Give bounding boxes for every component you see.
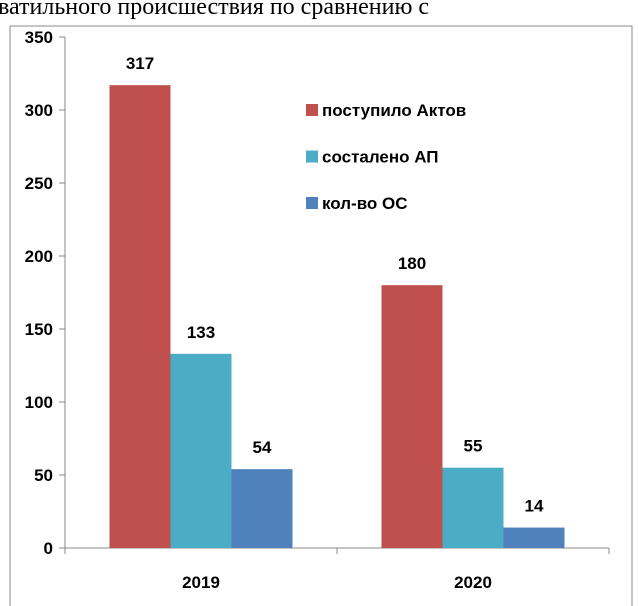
legend-swatch [306,197,318,209]
bar [442,467,504,548]
bar [109,85,171,549]
bar [170,353,232,548]
y-tick-label: 0 [44,539,53,558]
bar [381,285,443,548]
y-tick-label: 250 [25,174,53,193]
legend-label: поступило Актов [322,101,466,120]
bar [503,527,565,548]
bar [231,469,293,548]
legend-swatch [306,104,318,116]
data-label: 54 [253,438,272,457]
legend-label: состалено АП [322,148,439,167]
y-tick-label: 50 [34,466,53,485]
legend-swatch [306,150,318,163]
chart-title: ватильного происшествия по сравнению с [0,0,429,20]
data-label: 55 [464,437,483,456]
data-label: 133 [187,323,215,342]
y-tick-label: 100 [25,393,53,412]
y-tick-label: 150 [25,320,53,339]
chart-border [9,25,633,606]
y-tick-label: 350 [25,28,53,47]
data-label: 180 [398,254,426,273]
x-tick-label: 2020 [454,573,492,592]
x-tick-label: 2019 [182,573,220,592]
data-label: 14 [525,497,544,516]
data-label: 317 [126,54,154,73]
y-tick-label: 300 [25,101,53,120]
legend-label: кол-во ОС [322,194,408,213]
y-tick-label: 200 [25,247,53,266]
